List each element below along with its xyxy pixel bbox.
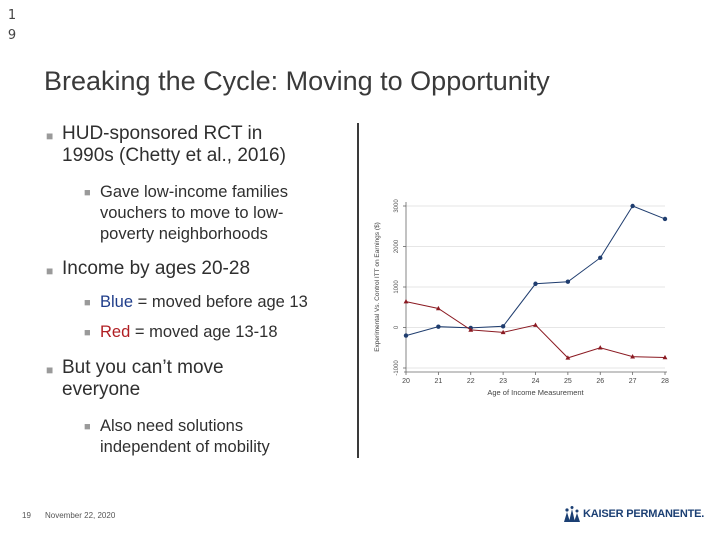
data-point-red <box>403 298 409 304</box>
bullet-marker-icon: ■ <box>84 187 91 199</box>
y-tick-label: 1000 <box>394 280 400 294</box>
bullet-marker-icon: ■ <box>46 129 54 143</box>
bullet-text: vouchers to move to low- <box>100 204 284 222</box>
chart-grid <box>406 205 665 369</box>
bullet-marker-icon: ■ <box>84 297 91 309</box>
logo-text: KAISER PERMANENTE. <box>583 508 705 520</box>
bullet-text: Gave low-income families <box>100 183 288 201</box>
bullet-income: ■ Income by ages 20-28 <box>46 258 251 280</box>
bullet-text: = moved before age 13 <box>133 293 308 311</box>
x-tick-label: 28 <box>661 378 669 385</box>
y-tick-label: 0 <box>394 325 400 329</box>
data-point-red <box>662 354 668 360</box>
bullet-text: everyone <box>62 379 141 400</box>
sub-bullet-vouchers: ■ Gave low-income families vouchers to m… <box>84 182 288 245</box>
kaiser-figures-icon <box>564 506 580 522</box>
vertical-divider <box>357 123 359 458</box>
x-tick-label: 27 <box>629 378 637 385</box>
x-axis-label: Age of Income Measurement <box>487 388 584 397</box>
sub-bullet-solutions: ■ Also need solutions independent of mob… <box>84 416 270 458</box>
x-tick-label: 25 <box>564 378 572 385</box>
x-tick-label: 26 <box>596 378 604 385</box>
data-point-red <box>500 329 506 335</box>
series-line-blue <box>405 205 666 337</box>
bullet-text: independent of mobility <box>100 438 270 456</box>
bullet-text: 1990s (Chetty et al., 2016) <box>62 145 286 166</box>
bullet-marker-icon: ■ <box>46 363 54 377</box>
sub-bullet-red: ■ Red = moved age 13-18 <box>84 322 278 343</box>
bullet-text: poverty neighborhoods <box>100 225 268 243</box>
legend-red-label: Red <box>100 323 131 341</box>
legend-blue-label: Blue <box>100 293 134 311</box>
x-tick-label: 21 <box>434 378 442 385</box>
data-point-blue <box>565 279 571 284</box>
bullet-marker-icon: ■ <box>84 421 91 433</box>
y-tick-label: -1000 <box>394 360 400 376</box>
data-point-red <box>533 322 538 327</box>
x-tick-label: 23 <box>499 378 507 385</box>
bullet-text: But you can’t move <box>62 357 224 378</box>
slide-number-digit-2: 9 <box>7 28 17 43</box>
x-tick-label: 20 <box>402 378 410 385</box>
series-line-red <box>405 301 666 359</box>
bullet-text: Also need solutions <box>100 417 244 435</box>
data-point-blue <box>436 324 441 329</box>
bullet-text: HUD-sponsored RCT in <box>62 123 263 144</box>
data-point-blue <box>403 333 409 338</box>
data-point-red <box>468 327 474 332</box>
footer-page-number: 19 <box>22 511 31 520</box>
bullet-marker-icon: ■ <box>46 264 54 278</box>
data-point-blue <box>500 324 506 329</box>
bullet-text: = moved age 13-18 <box>130 323 278 341</box>
bullet-text: Income by ages 20-28 <box>62 258 251 279</box>
bullet-rct: ■ HUD-sponsored RCT in 1990s (Chetty et … <box>46 123 286 167</box>
data-point-red <box>435 305 441 311</box>
data-point-blue <box>630 203 635 209</box>
data-point-blue <box>662 216 668 222</box>
data-point-blue <box>598 255 603 261</box>
y-axis-label: Experimental Vs. Control ITT on Earnings… <box>374 222 381 352</box>
x-tick-label: 24 <box>532 378 540 385</box>
y-tick-label: 2000 <box>394 239 400 253</box>
data-point-red <box>565 355 571 360</box>
bullet-cant-move: ■ But you can’t move everyone <box>46 357 224 401</box>
x-tick-label: 22 <box>467 378 475 385</box>
data-point-red <box>597 345 603 350</box>
footer-date: November 22, 2020 <box>45 511 116 520</box>
data-point-red <box>630 354 636 359</box>
slide-number-digit-1: 1 <box>7 8 17 23</box>
kaiser-logo: KAISER PERMANENTE. <box>562 506 704 522</box>
slide-number-top: 1 9 <box>7 6 17 46</box>
chart-axes: -1000 0 1000 2000 3000 20 21 22 23 24 25 26 27 28 <box>394 199 669 385</box>
bullet-marker-icon: ■ <box>84 327 91 339</box>
slide-title: Breaking the Cycle: Moving to Opportunit… <box>44 66 550 96</box>
sub-bullet-blue: ■ Blue = moved before age 13 <box>84 292 308 313</box>
earnings-chart: -1000 0 1000 2000 3000 20 21 22 23 24 25 26 27 28 Age… <box>374 199 669 397</box>
data-point-blue <box>533 281 538 286</box>
y-tick-label: 3000 <box>394 199 400 213</box>
chart-series <box>403 203 668 360</box>
